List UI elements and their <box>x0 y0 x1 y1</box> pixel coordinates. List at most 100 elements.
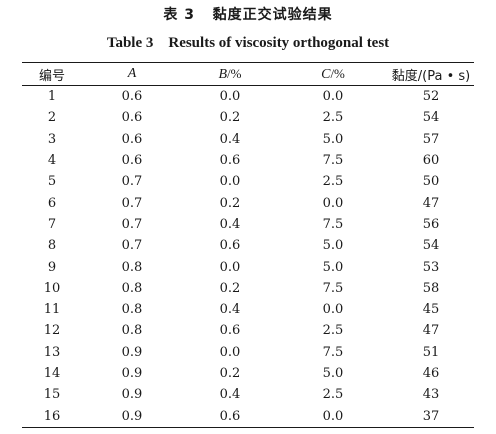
cell-factor-b: 0.6 <box>219 408 241 424</box>
cell-number: 13 <box>43 344 61 360</box>
cell-factor-a: 0.8 <box>121 323 143 339</box>
cell-factor-a: 0.8 <box>121 302 143 318</box>
cell-factor-b: 0.6 <box>219 238 241 254</box>
cell-factor-a: 0.9 <box>121 344 143 360</box>
cell-factor-b: 0.6 <box>219 153 241 169</box>
cell-factor-c: 2.5 <box>322 387 344 403</box>
cell-factor-b: 0.2 <box>219 280 241 296</box>
cell-factor-b: 0.0 <box>219 344 241 360</box>
table-row: 12 0.8 0.6 2.5 47 <box>22 320 474 341</box>
cell-viscosity: 47 <box>422 323 440 339</box>
cell-factor-a: 0.6 <box>121 153 143 169</box>
cell-viscosity: 50 <box>422 174 440 190</box>
table-row: 10 0.8 0.2 7.5 58 <box>22 278 474 299</box>
table-row: 13 0.9 0.0 7.5 51 <box>22 342 474 363</box>
cell-factor-c: 5.0 <box>322 238 344 254</box>
cell-factor-a: 0.9 <box>121 408 143 424</box>
cell-factor-a: 0.9 <box>121 366 143 381</box>
cell-factor-c: 5.0 <box>322 259 344 275</box>
cell-factor-c: 0.0 <box>322 408 344 424</box>
cell-factor-c: 7.5 <box>322 344 344 360</box>
cell-viscosity: 56 <box>422 216 440 232</box>
header-factor-b: B/% <box>182 63 278 86</box>
table-body: 1 0.6 0.0 0.0 52 2 0.6 0.2 2.5 54 3 0.6 0.4 5.0 57 4 0.6… <box>22 86 474 428</box>
cell-number: 8 <box>47 238 57 254</box>
header-number-label: 编号 <box>38 68 65 84</box>
table-row: 3 0.6 0.4 5.0 57 <box>22 129 474 150</box>
cell-factor-b: 0.4 <box>219 302 241 318</box>
cell-factor-a: 0.9 <box>121 387 143 403</box>
cell-factor-b: 0.2 <box>219 366 241 381</box>
cell-factor-b: 0.2 <box>219 110 241 126</box>
cell-viscosity: 57 <box>422 131 440 147</box>
cell-viscosity: 52 <box>422 89 440 105</box>
cell-factor-c: 7.5 <box>322 153 344 169</box>
cell-factor-c: 2.5 <box>322 174 344 190</box>
cell-factor-a: 0.8 <box>121 259 143 275</box>
table-row: 2 0.6 0.2 2.5 54 <box>22 107 474 128</box>
cell-factor-a: 0.6 <box>121 89 143 105</box>
header-factor-b-variable: B <box>218 66 228 82</box>
cell-number: 1 <box>47 89 57 105</box>
cell-factor-c: 0.0 <box>322 89 344 105</box>
cell-number: 3 <box>47 131 57 147</box>
table-row: 11 0.8 0.4 0.0 45 <box>22 299 474 320</box>
cell-number: 10 <box>43 280 61 296</box>
cell-factor-c: 2.5 <box>322 323 344 339</box>
cell-factor-c: 5.0 <box>322 366 344 381</box>
cell-factor-c: 7.5 <box>322 216 344 232</box>
header-factor-a: A <box>82 63 182 86</box>
table-row: 5 0.7 0.0 2.5 50 <box>22 171 474 192</box>
header-factor-a-label: A <box>127 66 137 81</box>
cell-viscosity: 46 <box>422 366 440 381</box>
header-factor-c: C/% <box>278 63 388 86</box>
table-row: 6 0.7 0.2 0.0 47 <box>22 192 474 213</box>
table-row: 14 0.9 0.2 5.0 46 <box>22 363 474 384</box>
header-factor-b-unit: /% <box>227 65 242 81</box>
table-header: 编号 A B/% C/% 黏度/(Pa • s) <box>22 62 474 86</box>
cell-number: 11 <box>43 302 61 318</box>
results-table-container: 编号 A B/% C/% 黏度/(Pa • s) 1 0.6 0.0 0.0 52 2 0.… <box>22 62 474 428</box>
cell-viscosity: 45 <box>422 302 440 318</box>
table-row: 4 0.6 0.6 7.5 60 <box>22 150 474 171</box>
table-row: 9 0.8 0.0 5.0 53 <box>22 256 474 277</box>
cell-viscosity: 54 <box>422 238 440 254</box>
header-viscosity: 黏度/(Pa • s) <box>388 63 474 86</box>
header-number: 编号 <box>22 63 82 86</box>
header-factor-c-unit: /% <box>330 65 345 81</box>
cell-factor-b: 0.4 <box>219 387 241 403</box>
table-row: 8 0.7 0.6 5.0 54 <box>22 235 474 256</box>
cell-factor-c: 0.0 <box>322 302 344 318</box>
cell-factor-b: 0.4 <box>219 131 241 147</box>
cell-viscosity: 47 <box>422 195 440 211</box>
cell-viscosity: 51 <box>422 344 440 360</box>
cell-factor-c: 7.5 <box>322 280 344 296</box>
cell-factor-a: 0.7 <box>121 216 143 232</box>
table-row: 1 0.6 0.0 0.0 52 <box>22 86 474 108</box>
table-row: 7 0.7 0.4 7.5 56 <box>22 214 474 235</box>
cell-factor-b: 0.0 <box>219 89 241 105</box>
table-row: 15 0.9 0.4 2.5 43 <box>22 384 474 405</box>
table-caption-english: Table 3 Results of viscosity orthogonal … <box>106 35 390 51</box>
cell-factor-a: 0.7 <box>121 238 143 254</box>
cell-factor-c: 0.0 <box>322 195 344 211</box>
header-factor-c-variable: C <box>321 66 331 82</box>
cell-number: 14 <box>43 366 61 381</box>
cell-factor-a: 0.6 <box>121 110 143 126</box>
cell-viscosity: 37 <box>422 408 440 424</box>
cell-factor-b: 0.6 <box>219 323 241 339</box>
table-caption-chinese: 表 3 黏度正交试验结果 <box>163 7 333 23</box>
cell-factor-b: 0.0 <box>219 174 241 190</box>
cell-number: 2 <box>47 110 57 126</box>
cell-factor-a: 0.7 <box>121 174 143 190</box>
cell-factor-c: 5.0 <box>322 131 344 147</box>
cell-factor-a: 0.6 <box>121 131 143 147</box>
cell-number: 9 <box>47 259 57 275</box>
table-row: 16 0.9 0.6 0.0 37 <box>22 405 474 428</box>
cell-viscosity: 60 <box>422 153 440 169</box>
cell-number: 6 <box>47 195 57 211</box>
cell-factor-a: 0.8 <box>121 280 143 296</box>
cell-factor-b: 0.2 <box>219 195 241 211</box>
cell-viscosity: 53 <box>422 259 440 275</box>
cell-viscosity: 43 <box>422 387 440 403</box>
